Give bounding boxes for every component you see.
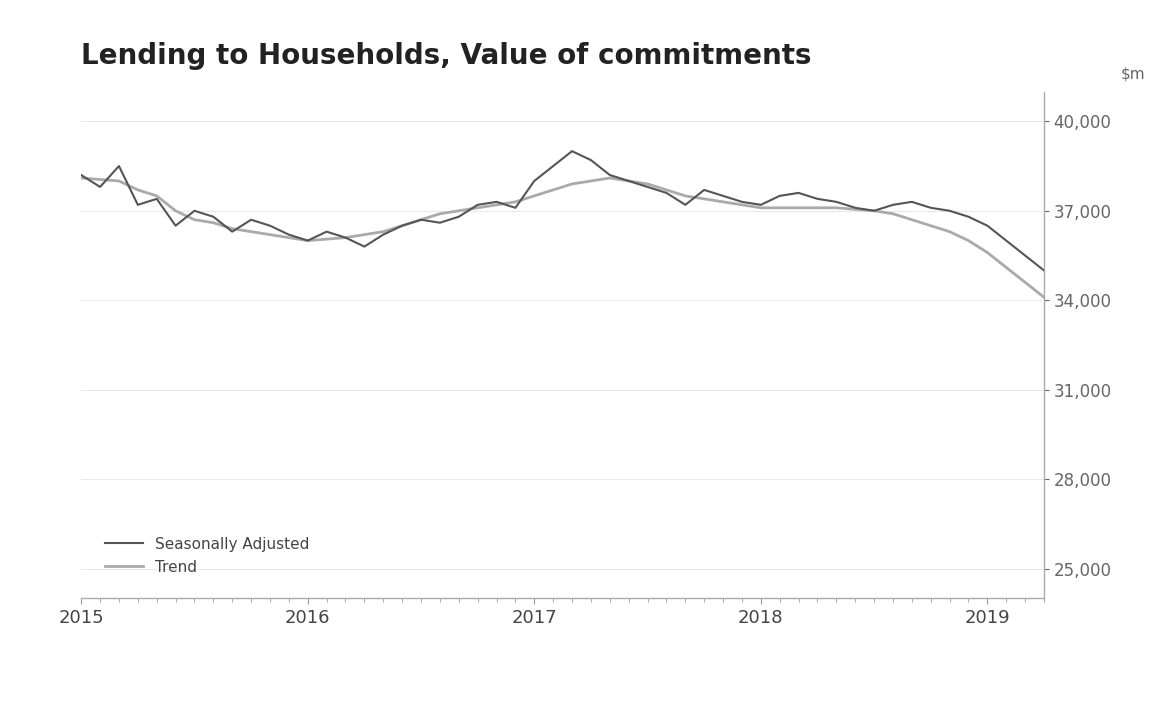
Text: $m: $m [1121,66,1145,82]
Legend: Seasonally Adjusted, Trend: Seasonally Adjusted, Trend [99,531,316,581]
Text: Lending to Households, Value of commitments: Lending to Households, Value of commitme… [81,42,812,70]
Text: Source: www.abs.gov.au: Source: www.abs.gov.au [934,663,1137,681]
